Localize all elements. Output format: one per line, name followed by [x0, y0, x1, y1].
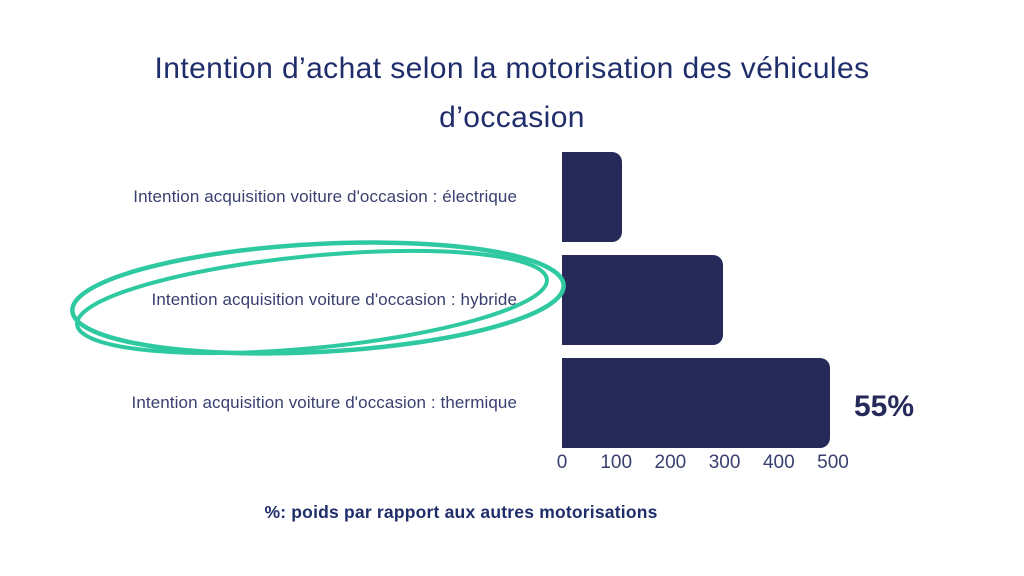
- highlight-ellipse-icon: [70, 240, 566, 356]
- x-axis-tick-500: 500: [817, 452, 849, 473]
- chart-title: Intention d’achat selon la motorisation …: [0, 44, 1024, 142]
- x-axis-tick-200: 200: [654, 452, 687, 473]
- bar-row-hybride: Intention acquisition voiture d'occasion…: [0, 255, 1024, 345]
- value-annotation-55pct: 55%: [854, 390, 915, 423]
- chart-title-line1: Intention d’achat selon la motorisation …: [154, 52, 870, 85]
- x-axis-tick-300: 300: [708, 452, 741, 473]
- x-axis-tick-400: 400: [762, 452, 795, 473]
- chart-title-line2: d’occasion: [439, 101, 585, 134]
- bar-row-electrique: Intention acquisition voiture d'occasion…: [0, 152, 1024, 242]
- category-label-thermique: Intention acquisition voiture d'occasion…: [131, 393, 517, 412]
- bar-hybride: [562, 255, 723, 345]
- bar-electrique: [562, 152, 622, 242]
- chart-footnote: %: poids par rapport aux autres motorisa…: [264, 502, 658, 522]
- bar-thermique: [562, 358, 831, 448]
- category-label-electrique: Intention acquisition voiture d'occasion…: [133, 187, 517, 206]
- x-axis-tick-100: 100: [600, 452, 633, 473]
- category-label-hybride: Intention acquisition voiture d'occasion…: [151, 290, 517, 309]
- bar-row-thermique: Intention acquisition voiture d'occasion…: [0, 358, 1024, 448]
- x-axis-tick-0: 0: [556, 452, 568, 473]
